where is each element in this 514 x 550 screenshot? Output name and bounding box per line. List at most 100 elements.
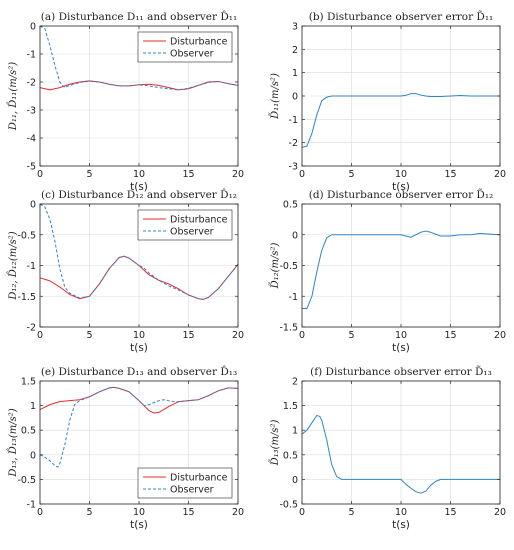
- y-tick-label-1: 0: [292, 230, 298, 241]
- legend-label-1: Observer: [170, 49, 214, 60]
- series-line-0: [39, 255, 239, 300]
- x-tick-label-0: 0: [299, 169, 305, 180]
- y-axis-label: D̃₁₁(m/s²): [269, 73, 281, 120]
- x-tick-label-4: 20: [494, 507, 506, 518]
- x-tick-label-0: 0: [37, 330, 43, 341]
- x-tick-label-1: 5: [348, 507, 354, 518]
- x-tick-label-3: 15: [444, 169, 456, 180]
- series-line-0: [302, 230, 501, 310]
- legend-label-0: Disturbance: [170, 37, 228, 48]
- x-tick-label-1: 5: [348, 169, 354, 180]
- x-tick-label-2: 10: [395, 169, 407, 180]
- y-tick-label-6: -3: [289, 162, 298, 173]
- series-line-1: [39, 203, 239, 300]
- y-tick-label-4: -0.5: [17, 475, 36, 486]
- chart-title: (b) Disturbance observer error D̃₁₁: [309, 10, 494, 23]
- x-tick-label-0: 0: [299, 507, 305, 518]
- x-tick-label-3: 15: [444, 330, 456, 341]
- y-tick-label-4: -1.5: [279, 323, 298, 334]
- x-tick-label-4: 20: [232, 330, 244, 341]
- x-tick-label-0: 0: [37, 169, 43, 180]
- y-tick-label-3: -1: [289, 292, 298, 303]
- y-tick-label-0: 0: [30, 22, 36, 33]
- chart-panel-3: 0 5 10 15 20 0.5 0 -0.5 -1 -1.5 (d) Disturbance ob…: [269, 188, 506, 354]
- x-tick-label-2: 10: [395, 507, 407, 518]
- chart-title: (d) Disturbance observer error D̃₁₂: [309, 188, 494, 201]
- y-tick-label-2: 1: [292, 426, 298, 437]
- series-line-0: [301, 414, 500, 494]
- legend-box: [137, 209, 233, 241]
- x-tick-label-3: 15: [444, 507, 456, 518]
- y-tick-label-1: -0.5: [17, 230, 36, 241]
- series-line-1: [39, 386, 239, 468]
- y-tick-label-0: 0.5: [283, 200, 298, 211]
- chart-panel-4: 0 5 10 15 20 1.5 1 0.5 0 -0.5 -1 (e) Disturbance D₁…: [7, 365, 244, 531]
- legend-box: [137, 31, 233, 63]
- x-tick-label-3: 15: [182, 330, 194, 341]
- x-tick-label-4: 20: [232, 507, 244, 518]
- y-tick-label-5: -2: [289, 138, 298, 149]
- y-tick-label-0: 2: [292, 377, 298, 388]
- y-tick-label-4: 0: [292, 475, 298, 486]
- y-tick-label-3: -1.5: [17, 292, 36, 303]
- series-line-1: [39, 25, 239, 91]
- y-tick-label-1: -1: [27, 50, 36, 61]
- chart-title: (c) Disturbance D₁₂ and observer D̂₁₂: [41, 188, 237, 201]
- y-tick-label-3: 0: [30, 450, 36, 461]
- y-tick-label-5: -1: [27, 500, 36, 511]
- x-tick-label-0: 0: [299, 330, 305, 341]
- chart-title: (a) Disturbance D₁₁ and observer D̂₁₁: [41, 10, 237, 23]
- y-tick-label-2: 1: [292, 68, 298, 79]
- y-tick-label-3: 0: [292, 92, 298, 103]
- x-axis-label: t(s): [130, 342, 148, 354]
- series-line-0: [301, 93, 500, 148]
- y-tick-label-1: 1: [30, 401, 36, 412]
- x-axis-label: t(s): [392, 519, 410, 531]
- x-axis-label: t(s): [392, 181, 410, 193]
- x-tick-label-4: 20: [494, 169, 506, 180]
- x-tick-label-4: 20: [494, 330, 506, 341]
- y-axis-label: D₁₂, D̂₁₂(m/s²): [7, 231, 19, 300]
- legend-label-0: Disturbance: [170, 473, 228, 484]
- chart-title: (e) Disturbance D₁₃ and observer D̂₁₃: [41, 365, 237, 378]
- y-tick-label-2: -1: [27, 261, 36, 272]
- y-tick-label-0: 3: [292, 22, 298, 33]
- y-tick-label-3: 0.5: [283, 450, 298, 461]
- x-tick-label-2: 10: [133, 507, 145, 518]
- chart-panel-0: 0 5 10 15 20 0 -1 -2 -3 -4 -5 (a) Disturbance D₁₁ a…: [7, 10, 244, 193]
- x-tick-label-1: 5: [348, 330, 354, 341]
- x-tick-label-1: 5: [86, 507, 92, 518]
- x-tick-label-2: 10: [133, 169, 145, 180]
- x-tick-label-2: 10: [395, 330, 407, 341]
- y-tick-label-2: -0.5: [279, 261, 298, 272]
- y-tick-label-5: -5: [27, 162, 36, 173]
- x-tick-label-0: 0: [37, 507, 43, 518]
- y-axis-label: D̃₁₃(m/s²): [269, 419, 281, 466]
- x-axis-label: t(s): [130, 519, 148, 531]
- x-axis-label: t(s): [392, 342, 410, 354]
- y-tick-label-2: -2: [27, 78, 36, 89]
- x-tick-label-3: 15: [182, 169, 194, 180]
- x-axis-label: t(s): [130, 181, 148, 193]
- x-tick-label-4: 20: [232, 169, 244, 180]
- y-axis-label: D̃₁₂(m/s²): [269, 242, 281, 289]
- x-tick-label-1: 5: [86, 330, 92, 341]
- y-tick-label-4: -2: [27, 323, 36, 334]
- legend-label-1: Observer: [170, 227, 214, 238]
- legend-label-0: Disturbance: [170, 215, 228, 226]
- y-tick-label-1: 1.5: [283, 401, 298, 412]
- x-tick-label-1: 5: [86, 169, 92, 180]
- y-tick-label-4: -1: [289, 115, 298, 126]
- legend-label-1: Observer: [170, 485, 214, 496]
- x-tick-label-3: 15: [182, 507, 194, 518]
- y-tick-label-3: -3: [27, 106, 36, 117]
- chart-panel-2: 0 5 10 15 20 0 -0.5 -1 -1.5 -2 (c) Disturbance D₁₂…: [7, 188, 244, 354]
- chart-title: (f) Disturbance observer error D̃₁₃: [310, 365, 492, 378]
- y-axis-label: D₁₃, D̂₁₃(m/s²): [7, 408, 19, 477]
